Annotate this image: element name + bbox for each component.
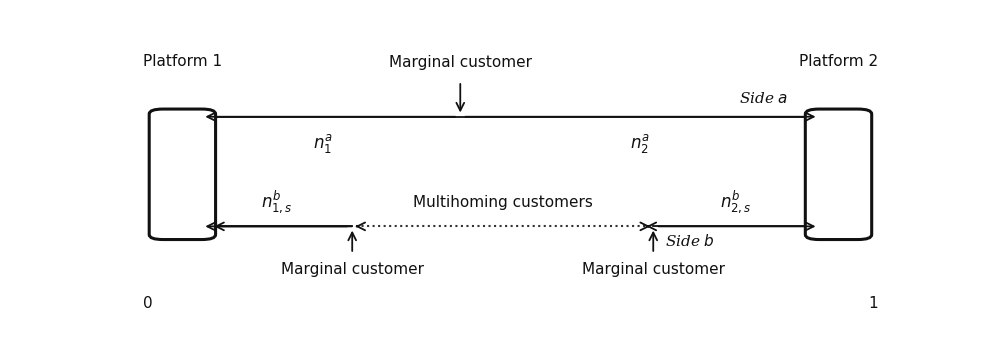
- Text: 0: 0: [142, 296, 152, 312]
- Text: Side $b$: Side $b$: [665, 233, 715, 249]
- Text: Multihoming customers: Multihoming customers: [412, 195, 593, 210]
- Text: $n_1^a$: $n_1^a$: [314, 132, 333, 155]
- Text: Platform 1: Platform 1: [142, 54, 222, 69]
- Text: Side $a$: Side $a$: [739, 91, 789, 106]
- Text: Marginal customer: Marginal customer: [388, 55, 532, 70]
- Text: $n_2^a$: $n_2^a$: [629, 132, 649, 155]
- FancyBboxPatch shape: [149, 109, 215, 240]
- Text: Platform 2: Platform 2: [799, 54, 878, 69]
- Text: $n_{2,s}^b$: $n_{2,s}^b$: [720, 189, 752, 215]
- Text: $n_{1,s}^b$: $n_{1,s}^b$: [261, 189, 293, 215]
- Text: Marginal customer: Marginal customer: [281, 262, 423, 277]
- Text: 1: 1: [869, 296, 878, 312]
- FancyBboxPatch shape: [806, 109, 872, 240]
- Text: Marginal customer: Marginal customer: [582, 262, 725, 277]
